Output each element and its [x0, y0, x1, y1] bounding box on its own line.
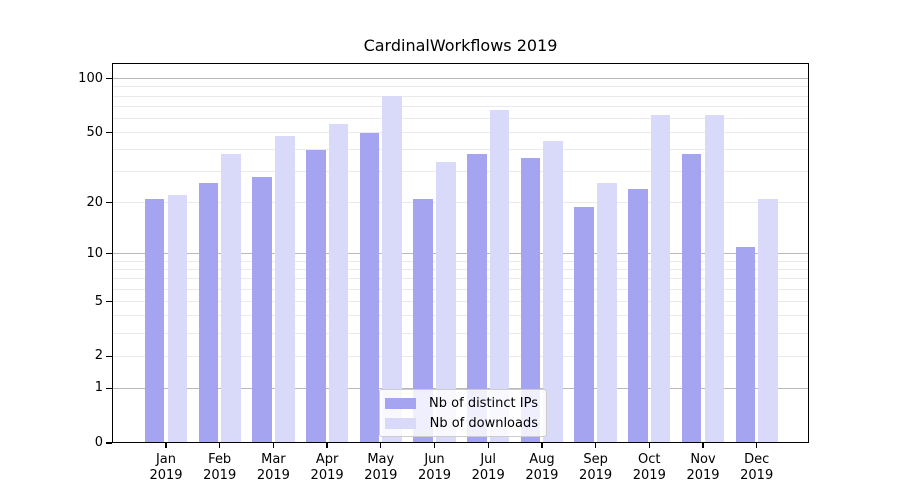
- x-tick-label-dec: Dec 2019: [740, 452, 774, 483]
- bar-dec-downloads: [758, 199, 778, 443]
- bar-jun-distinct-ips: [413, 199, 433, 443]
- bar-may-distinct-ips: [359, 132, 380, 443]
- gridline-10: [112, 253, 809, 255]
- x-tick-jul: [487, 443, 489, 448]
- bar-aug-distinct-ips: [520, 157, 541, 443]
- gridline-1: [112, 387, 809, 389]
- x-tick-label-jun: Jun 2019: [417, 452, 452, 483]
- x-tick-oct: [648, 443, 650, 448]
- bar-jun-downloads: [436, 162, 456, 443]
- y-tick-label-20: 20: [86, 194, 103, 210]
- x-tick-dec: [756, 443, 758, 448]
- x-tick-label-may: May 2019: [364, 452, 398, 483]
- gridline-6: [112, 288, 809, 290]
- legend-swatch-distinct-ips: [385, 397, 416, 409]
- gridline-3: [112, 333, 809, 335]
- gridline-4: [112, 315, 809, 317]
- y-tick-label-0: 0: [94, 435, 103, 450]
- x-tick-label-mar: Mar 2019: [256, 452, 290, 483]
- x-tick-label-nov: Nov 2019: [686, 452, 720, 483]
- gridline-100: [112, 78, 809, 80]
- x-tick-label-oct: Oct 2019: [632, 452, 666, 483]
- bar-mar-distinct-ips: [252, 177, 272, 443]
- chart-title: CardinalWorkflows 2019: [363, 36, 558, 55]
- bar-may-downloads: [382, 96, 402, 443]
- gridline-60: [112, 117, 809, 119]
- y-tick-5: [106, 300, 112, 303]
- bar-feb-distinct-ips: [198, 182, 219, 443]
- legend-swatch-downloads: [385, 417, 416, 429]
- gridline-90: [112, 86, 809, 88]
- bar-jul-distinct-ips: [467, 153, 487, 443]
- gridline-9: [112, 260, 809, 262]
- gridline-2: [112, 355, 809, 357]
- x-tick-label-jul: Jul 2019: [471, 452, 505, 483]
- gridline-30: [112, 171, 809, 173]
- gridline-7: [112, 278, 809, 280]
- legend-entry-distinct-ips: Nb of distinct IPs: [385, 395, 538, 411]
- bar-feb-downloads: [221, 153, 241, 443]
- bar-nov-downloads: [704, 114, 725, 443]
- x-tick-jan: [165, 443, 167, 448]
- x-tick-mar: [272, 443, 275, 448]
- bar-jul-downloads: [489, 109, 510, 443]
- y-tick-label-100: 100: [78, 70, 103, 86]
- gridline-20: [112, 202, 809, 204]
- bar-sep-distinct-ips: [574, 206, 595, 443]
- y-tick-1: [106, 387, 112, 389]
- bar-aug-downloads: [543, 140, 564, 443]
- y-tick-label-1: 1: [94, 380, 103, 396]
- y-tick-label-50: 50: [86, 124, 103, 140]
- x-tick-label-feb: Feb 2019: [203, 452, 237, 483]
- bar-nov-distinct-ips: [681, 153, 702, 443]
- gridline-5: [112, 301, 809, 303]
- x-tick-label-jan: Jan 2019: [149, 452, 183, 483]
- y-tick-10: [106, 253, 112, 255]
- x-tick-jun: [433, 443, 436, 448]
- x-tick-label-sep: Sep 2019: [579, 452, 613, 483]
- x-tick-feb: [219, 443, 221, 448]
- bar-apr-distinct-ips: [305, 149, 326, 443]
- legend-entry-downloads: Nb of downloads: [385, 415, 538, 431]
- legend-label-distinct-ips: Nb of distinct IPs: [429, 395, 538, 411]
- y-tick-50: [106, 131, 112, 134]
- x-tick-may: [380, 443, 382, 448]
- y-tick-label-5: 5: [94, 293, 103, 309]
- bar-jan-downloads: [167, 195, 188, 443]
- bar-mar-downloads: [274, 135, 295, 443]
- bar-jan-distinct-ips: [144, 199, 165, 443]
- x-tick-label-apr: Apr 2019: [310, 452, 344, 483]
- x-tick-sep: [594, 443, 597, 448]
- y-tick-100: [106, 77, 112, 80]
- bar-apr-downloads: [328, 123, 349, 443]
- y-tick-label-2: 2: [94, 348, 103, 364]
- legend-label-downloads: Nb of downloads: [429, 415, 538, 431]
- gridline-8: [112, 269, 809, 271]
- bar-oct-downloads: [650, 114, 671, 443]
- gridline-40: [112, 149, 809, 151]
- y-tick-2: [106, 355, 112, 357]
- x-tick-label-aug: Aug 2019: [525, 452, 559, 483]
- gridline-50: [112, 132, 809, 134]
- y-tick-0: [106, 442, 112, 444]
- gridline-70: [112, 106, 809, 107]
- legend: Nb of distinct IPs Nb of downloads: [379, 389, 547, 437]
- gridline-80: [112, 95, 809, 97]
- x-tick-nov: [702, 443, 704, 448]
- y-tick-label-10: 10: [86, 245, 103, 261]
- x-tick-apr: [326, 443, 328, 448]
- bar-sep-downloads: [597, 182, 617, 443]
- y-tick-20: [106, 201, 112, 204]
- x-tick-aug: [541, 443, 543, 448]
- bar-dec-distinct-ips: [735, 246, 756, 443]
- bar-oct-distinct-ips: [628, 188, 648, 443]
